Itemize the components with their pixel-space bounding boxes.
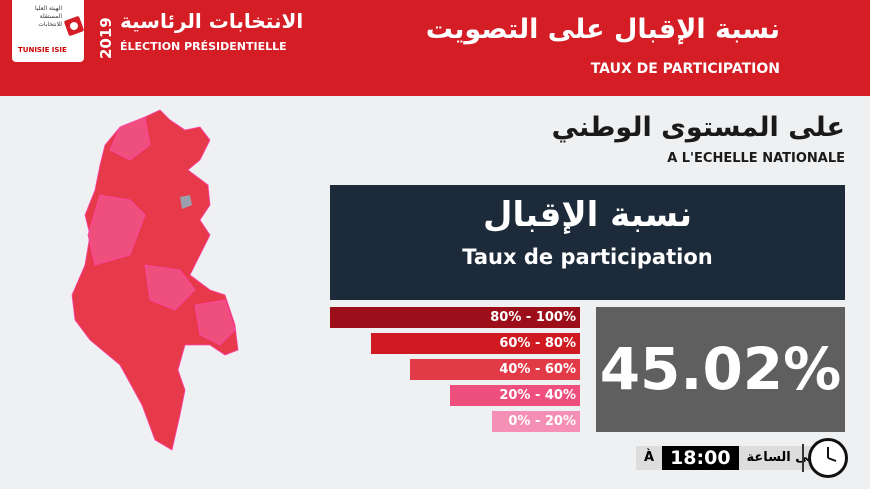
time-prefix-fr: À — [644, 450, 655, 465]
election-title-ar: الانتخابات الرئاسية — [120, 9, 304, 33]
participation-panel: نسبة الإقبال Taux de participation — [330, 185, 845, 300]
legend-bar-80-100: 80% - 100% — [330, 307, 580, 328]
logo-text: الهيئة العليا المستقلة للانتخابات — [34, 5, 62, 28]
map-region-west — [87, 194, 146, 266]
panel-title-fr: Taux de participation — [462, 245, 713, 269]
participation-rate: 45.02% — [596, 307, 845, 432]
page-title-fr: TAUX DE PARTICIPATION — [590, 61, 780, 77]
logo-label: TUNISIE ISIE — [18, 46, 67, 54]
isie-logo: الهيئة العليا المستقلة للانتخابات TUNISI… — [12, 0, 85, 62]
page-title-ar: نسبة الإقبال على التصويت — [425, 14, 780, 45]
map-region-center — [144, 264, 196, 311]
legend-bar-20-40: 20% - 40% — [450, 385, 580, 406]
scope-ar: على المستوى الوطني — [551, 112, 845, 143]
header: الهيئة العليا المستقلة للانتخابات TUNISI… — [0, 0, 870, 96]
legend-bar-40-60: 40% - 60% — [410, 359, 580, 380]
legend-bar-0-20: 0% - 20% — [492, 411, 580, 432]
divider — [802, 444, 804, 472]
map-region-south-east — [194, 299, 236, 346]
map-region-north — [109, 116, 151, 161]
legend-bar-60-80: 60% - 80% — [371, 333, 580, 354]
clock-icon — [808, 438, 848, 478]
tunisia-flag-icon — [63, 15, 85, 37]
election-title-fr: ÉLECTION PRÉSIDENTIELLE — [120, 40, 287, 53]
year: 2019 — [97, 17, 115, 59]
tunisia-map — [71, 109, 239, 451]
panel-title-ar: نسبة الإقبال — [482, 195, 693, 235]
scope-fr: A L'ECHELLE NATIONALE — [667, 151, 845, 166]
time-value: 18:00 — [662, 446, 739, 470]
map-region-tunis — [180, 195, 192, 209]
